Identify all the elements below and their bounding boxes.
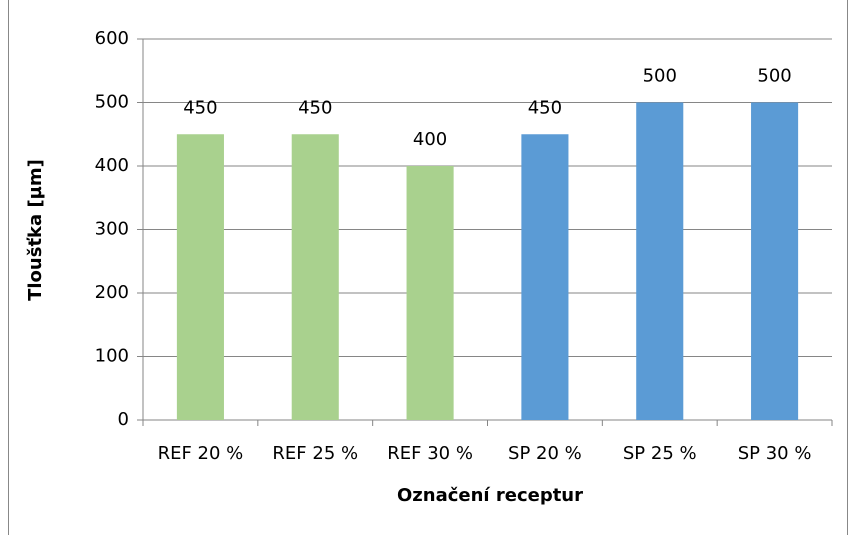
bar xyxy=(751,102,799,420)
data-label: 450 xyxy=(183,97,217,118)
x-tick-label: REF 30 % xyxy=(387,443,473,464)
y-tick-label: 200 xyxy=(95,282,129,303)
x-tick-label: REF 20 % xyxy=(158,443,244,464)
x-tick-label: SP 25 % xyxy=(623,443,697,464)
data-label: 450 xyxy=(528,97,562,118)
x-axis-title: Označení receptur xyxy=(397,485,583,506)
bar xyxy=(176,134,224,420)
y-tick-label: 500 xyxy=(95,92,129,113)
x-tick-label: SP 20 % xyxy=(508,443,582,464)
x-tick-label: SP 30 % xyxy=(738,443,812,464)
y-tick-label: 600 xyxy=(95,28,129,49)
chart-frame xyxy=(8,0,848,535)
data-label: 500 xyxy=(757,66,791,87)
bar xyxy=(291,134,339,420)
y-tick-label: 100 xyxy=(95,346,129,367)
y-tick-label: 300 xyxy=(95,219,129,240)
data-label: 500 xyxy=(643,66,677,87)
data-label: 400 xyxy=(413,129,447,150)
bar xyxy=(636,102,684,420)
x-tick-label: REF 25 % xyxy=(272,443,358,464)
bar xyxy=(406,166,454,420)
bar xyxy=(521,134,569,420)
y-tick-label: 0 xyxy=(118,409,129,430)
y-axis-title: Tloušťka [µm] xyxy=(25,159,46,301)
data-label: 450 xyxy=(298,97,332,118)
y-tick-label: 400 xyxy=(95,155,129,176)
